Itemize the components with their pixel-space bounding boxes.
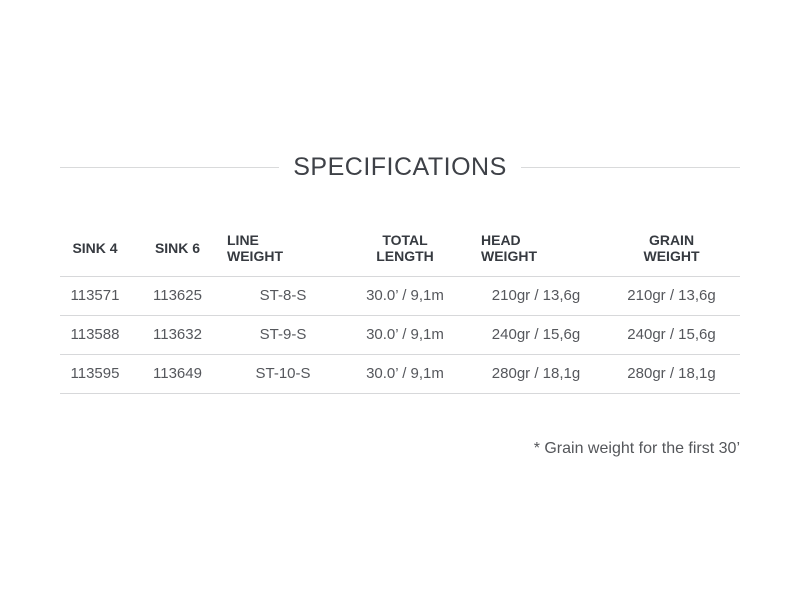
- specifications-table: SINK 4 SINK 6 LINE WEIGHT TOTAL LENGTH HEAD WEI…: [60, 224, 740, 394]
- cell-sink-4: 113571: [70, 287, 120, 304]
- column-header-total-length: TOTAL LENGTH: [376, 232, 434, 264]
- cell-sink-6: 113649: [153, 365, 202, 382]
- column-header-sink-6: SINK 6: [154, 240, 201, 256]
- table-header: SINK 4 SINK 6 LINE WEIGHT TOTAL LENGTH HEAD WEI…: [60, 224, 740, 277]
- cell-head-weight: 240gr / 15,6g: [491, 326, 581, 343]
- heading-right-rule: [520, 167, 741, 168]
- cell-total-length: 30.0’ / 9,1m: [366, 287, 444, 304]
- cell-sink-6: 113625: [153, 287, 202, 304]
- table-row: 113571 113625 ST-8-S 30.0’ / 9,1m 210gr / 13…: [60, 277, 740, 316]
- table-body: 113571 113625 ST-8-S 30.0’ / 9,1m 210gr / 13…: [60, 277, 740, 394]
- cell-sink-4: 113588: [70, 326, 120, 343]
- section-heading: SPECIFICATIONS: [60, 0, 741, 182]
- column-header-head-weight: HEAD WEIGHT: [481, 232, 537, 264]
- table-header-row: SINK 4 SINK 6 LINE WEIGHT TOTAL LENGTH HEAD WEI…: [60, 224, 740, 277]
- cell-line-weight: ST-9-S: [259, 326, 307, 343]
- heading-left-rule: [60, 167, 280, 168]
- cell-head-weight: 210gr / 13,6g: [491, 287, 581, 304]
- cell-total-length: 30.0’ / 9,1m: [366, 365, 444, 382]
- cell-sink-6: 113632: [153, 326, 202, 343]
- table-row: 113588 113632 ST-9-S 30.0’ / 9,1m 240gr / 15…: [60, 316, 740, 355]
- cell-total-length: 30.0’ / 9,1m: [366, 326, 444, 343]
- cell-line-weight: ST-10-S: [255, 365, 311, 382]
- cell-grain-weight: 280gr / 18,1g: [627, 365, 716, 382]
- table-row: 113595 113649 ST-10-S 30.0’ / 9,1m 280gr / 1…: [60, 355, 740, 394]
- section-title: SPECIFICATIONS: [293, 153, 507, 181]
- column-header-grain-weight: GRAIN WEIGHT: [643, 232, 700, 264]
- cell-line-weight: ST-8-S: [259, 287, 307, 304]
- cell-grain-weight: 240gr / 15,6g: [627, 326, 716, 343]
- cell-head-weight: 280gr / 18,1g: [491, 365, 581, 382]
- column-header-sink-4: SINK 4: [72, 240, 118, 256]
- cell-grain-weight: 210gr / 13,6g: [627, 287, 716, 304]
- grain-weight-footnote: * Grain weight for the first 30’: [533, 440, 740, 457]
- column-header-line-weight: LINE WEIGHT: [227, 232, 283, 264]
- cell-sink-4: 113595: [70, 365, 120, 382]
